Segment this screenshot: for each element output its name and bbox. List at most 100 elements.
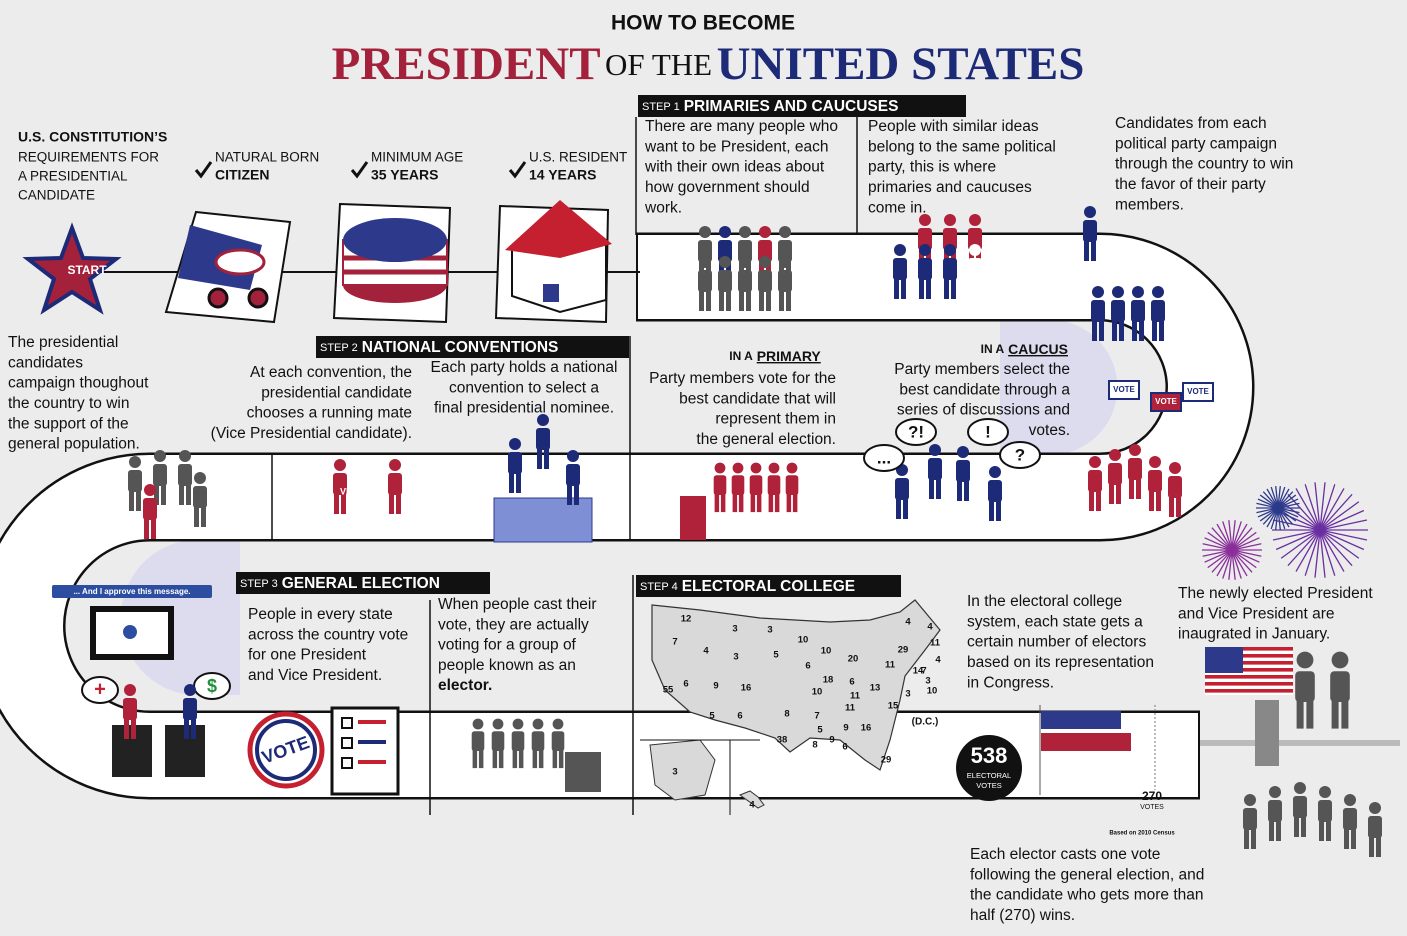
person-leg bbox=[1132, 321, 1137, 341]
person-leg bbox=[191, 719, 196, 739]
firework-ray bbox=[1272, 519, 1321, 531]
person-leg bbox=[552, 750, 558, 769]
person-body bbox=[698, 270, 712, 292]
firework-ray bbox=[1287, 493, 1321, 531]
step3-text-bold: elector. bbox=[438, 677, 492, 694]
requirement-label: NATURAL BORN bbox=[215, 150, 319, 165]
state-electors: 6 bbox=[805, 661, 810, 672]
flag-stripe bbox=[1205, 689, 1293, 693]
firework-ray bbox=[1211, 549, 1233, 573]
flag-stripe bbox=[1205, 647, 1293, 651]
hawaii bbox=[738, 790, 765, 809]
requirement-label: U.S. RESIDENT bbox=[529, 150, 627, 165]
firework-ray bbox=[1222, 549, 1233, 579]
title-first: PRESIDENT bbox=[332, 38, 601, 90]
primary-text: represent them in bbox=[715, 411, 836, 428]
person-leg bbox=[1129, 479, 1134, 499]
person-head bbox=[1132, 286, 1144, 298]
step-name: PRIMARIES AND CAUCUSES bbox=[684, 98, 899, 115]
person-body bbox=[988, 480, 1002, 502]
person-body bbox=[1343, 808, 1357, 830]
bar bbox=[1041, 733, 1131, 751]
ballot-box bbox=[565, 752, 601, 792]
step3-text: across the country vote bbox=[248, 626, 408, 643]
step2-text: Each party holds a national bbox=[431, 359, 618, 376]
firework-ray bbox=[1228, 549, 1233, 580]
state-electors: 7 bbox=[672, 637, 677, 648]
person-body bbox=[698, 240, 712, 262]
firework-ray bbox=[1277, 507, 1290, 528]
step-number: STEP 2 bbox=[320, 342, 358, 354]
total-number: 538 bbox=[971, 743, 1008, 768]
person-leg bbox=[1112, 321, 1117, 341]
requirements-subheading: A PRESIDENTIAL bbox=[18, 169, 128, 184]
person-leg bbox=[154, 485, 159, 505]
campaign-note: general population. bbox=[8, 436, 140, 453]
person-leg bbox=[1376, 837, 1381, 857]
person-body bbox=[1091, 300, 1105, 322]
vote-sign-label: VOTE bbox=[1113, 385, 1135, 394]
person-leg bbox=[720, 494, 726, 513]
person-leg bbox=[699, 291, 704, 311]
campaign-note: The presidential bbox=[8, 334, 118, 351]
step-name: ELECTORAL COLLEGE bbox=[682, 578, 855, 595]
person-head bbox=[786, 462, 798, 474]
bubble-text: ... bbox=[877, 448, 891, 467]
person-body bbox=[895, 478, 909, 500]
person-leg bbox=[1306, 700, 1314, 729]
firework-ray bbox=[1319, 519, 1368, 531]
kicker: HOW TO BECOME bbox=[611, 12, 795, 35]
firework-ray bbox=[1277, 507, 1297, 522]
state-electors: 3 bbox=[732, 624, 737, 635]
person-head bbox=[759, 226, 771, 238]
person-leg bbox=[738, 494, 744, 513]
bar bbox=[1041, 711, 1121, 729]
person-body bbox=[128, 470, 142, 492]
person-leg bbox=[532, 750, 538, 769]
step1-text: come in. bbox=[868, 199, 927, 216]
person-leg bbox=[574, 485, 579, 505]
person-body bbox=[918, 228, 932, 250]
state-electors: 11 bbox=[885, 660, 896, 671]
step-title: STEP 2 NATIONAL CONVENTIONS bbox=[320, 339, 558, 356]
person-leg bbox=[969, 279, 974, 299]
person-body bbox=[785, 475, 799, 495]
vote-sign bbox=[1150, 392, 1182, 412]
step-title: STEP 4 ELECTORAL COLLEGE bbox=[640, 578, 855, 595]
heading-word: CAUCUS bbox=[1008, 341, 1068, 357]
state-electors: 10 bbox=[821, 646, 832, 657]
person-head bbox=[1331, 651, 1349, 669]
person-leg bbox=[1149, 491, 1154, 511]
step-number: STEP 3 bbox=[240, 578, 278, 590]
primary-text: the general election. bbox=[696, 431, 836, 448]
checkmark bbox=[508, 161, 527, 179]
state-electors: 5 bbox=[817, 725, 823, 736]
ad-caption: ... And I approve this message. bbox=[73, 587, 190, 596]
state-electors: 13 bbox=[870, 683, 881, 694]
person-body bbox=[491, 731, 505, 751]
title-middle: OF THE bbox=[605, 47, 712, 82]
step3-text: When people cast their bbox=[438, 596, 597, 613]
person-head bbox=[1084, 206, 1096, 218]
step4-rule: Each elector casts one vote bbox=[970, 846, 1160, 863]
step4-text: In the electoral college bbox=[967, 593, 1122, 610]
person-body bbox=[1128, 458, 1142, 480]
person-body bbox=[738, 270, 752, 292]
main-title: PRESIDENT OF THE UNITED STATES bbox=[332, 38, 1085, 90]
firework-ray bbox=[1231, 549, 1248, 577]
house-roof bbox=[505, 200, 612, 258]
firework-ray bbox=[1319, 529, 1353, 567]
firework-ray bbox=[1277, 486, 1286, 509]
person-body bbox=[1268, 800, 1282, 822]
person-leg bbox=[544, 449, 549, 469]
person-leg bbox=[1296, 700, 1304, 729]
person-body bbox=[968, 258, 982, 280]
person-leg bbox=[894, 279, 899, 299]
person-leg bbox=[792, 494, 798, 513]
firework-ray bbox=[1222, 521, 1233, 551]
person-head bbox=[739, 256, 751, 268]
person-body bbox=[993, 258, 1007, 280]
firework-ray bbox=[1277, 502, 1300, 509]
person-leg bbox=[129, 491, 134, 511]
